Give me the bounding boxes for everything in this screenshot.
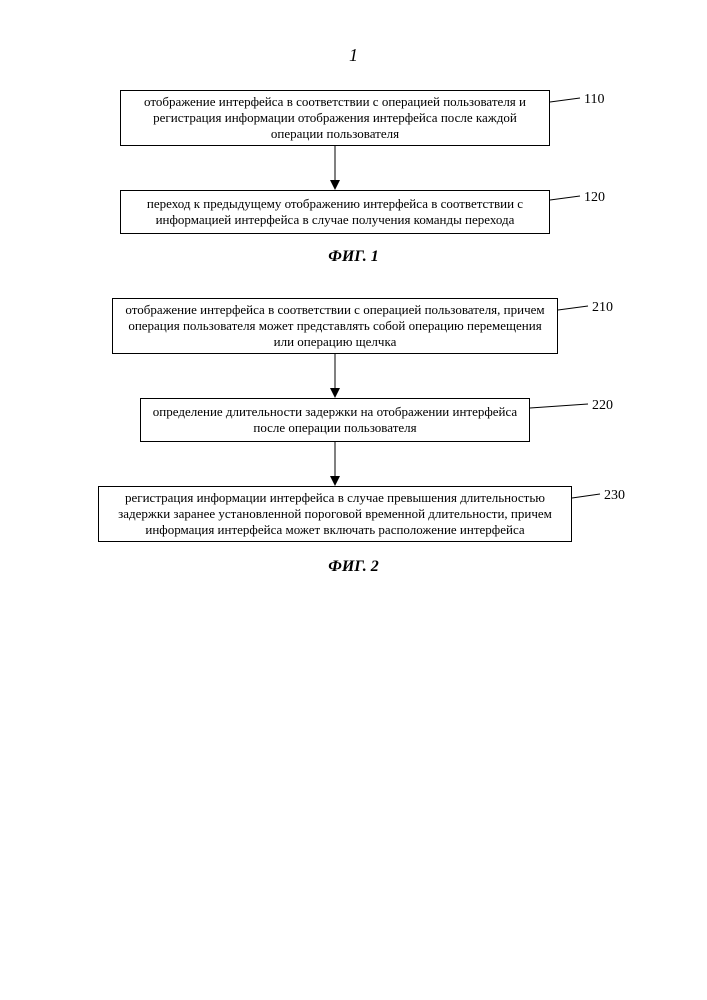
page: 1 отображение интерфейса в соответствии … <box>0 0 707 1000</box>
ref-label-230: 230 <box>604 488 625 504</box>
ref-leader-230 <box>0 0 707 1000</box>
figure2-caption: ФИГ. 2 <box>0 558 707 576</box>
